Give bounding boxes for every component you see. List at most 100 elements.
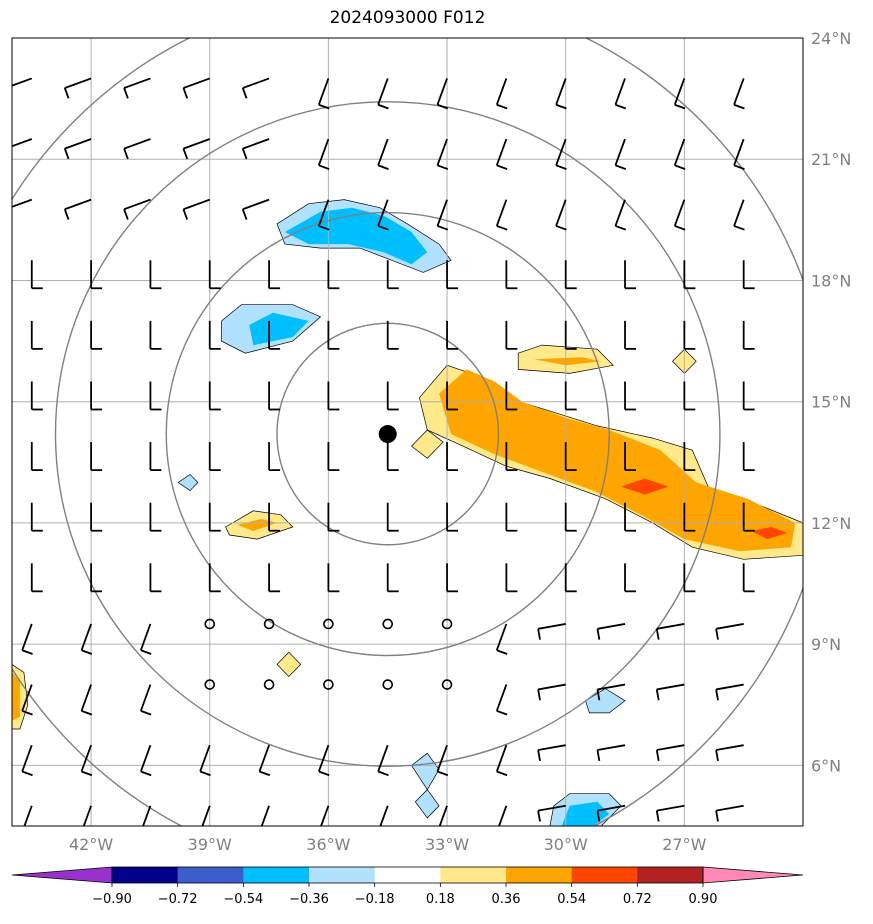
- barb-flag: [674, 103, 686, 110]
- wind-barb: [655, 744, 685, 762]
- wind-barb: [505, 563, 518, 593]
- wind-barb: [537, 623, 566, 640]
- colorbar-segment: [177, 867, 244, 883]
- wind-barb: [436, 744, 449, 777]
- barb-shaft: [673, 199, 686, 227]
- wind-barb: [497, 805, 508, 836]
- wind-barb: [733, 199, 745, 231]
- wind-barb: [80, 744, 93, 777]
- wind-barb: [386, 442, 399, 472]
- wind-barb: [201, 805, 211, 826]
- barb-flag: [22, 832, 32, 836]
- shaded-region: [561, 801, 610, 826]
- wind-barb: [495, 744, 508, 777]
- barb-shaft: [673, 138, 686, 166]
- wind-barb: [624, 502, 637, 532]
- wind-barb: [30, 320, 43, 350]
- barb-flag: [63, 208, 70, 220]
- lat-tick-label: 21°N: [811, 150, 851, 169]
- barb-flag: [123, 208, 129, 220]
- wind-barb: [22, 805, 33, 836]
- barb-flag: [378, 832, 388, 836]
- wind-barb: [90, 442, 103, 472]
- barb-shaft: [597, 623, 626, 630]
- wind-barb: [614, 78, 627, 110]
- barb-shaft: [614, 138, 626, 166]
- barb-flag: [497, 832, 507, 836]
- barb-flag: [377, 164, 389, 170]
- barb-flag: [318, 103, 330, 110]
- barb-flag: [141, 832, 151, 836]
- barb-shaft: [80, 623, 92, 651]
- colorbar-tick-label: 0.72: [623, 892, 652, 907]
- barb-flag: [733, 103, 745, 110]
- wind-barb: [141, 805, 152, 836]
- wind-barb: [564, 381, 577, 411]
- shaded-region: [751, 527, 788, 540]
- colorbar-tick-label: −0.72: [158, 892, 198, 907]
- barb-flag: [377, 225, 389, 231]
- colorbar-segment: [374, 867, 441, 883]
- barb-flag: [140, 649, 152, 655]
- barb-shaft: [436, 744, 448, 772]
- wind-barb: [268, 320, 281, 350]
- wind-barb: [268, 563, 281, 593]
- barb-shaft: [317, 138, 330, 166]
- barb-flag: [377, 770, 389, 777]
- calm-wind-circle: [441, 618, 453, 630]
- wind-barb: [90, 502, 103, 532]
- wind-barb: [386, 381, 399, 411]
- wind-barb: [555, 78, 567, 110]
- barb-shaft: [12, 138, 33, 148]
- barb-flag: [21, 770, 33, 777]
- wind-barb: [555, 138, 567, 170]
- wind-barb: [596, 804, 626, 822]
- colorbar-tick-label: −0.90: [92, 892, 132, 907]
- barb-shaft: [673, 78, 686, 106]
- wind-barb: [683, 260, 696, 290]
- barb-shaft: [733, 199, 745, 227]
- barb-flag: [537, 810, 541, 822]
- barb-flag: [715, 689, 719, 701]
- barb-flag: [596, 810, 601, 822]
- barb-flag: [318, 770, 330, 777]
- wind-barb: [655, 623, 685, 640]
- wind-barb: [683, 442, 696, 472]
- wind-barb: [495, 684, 508, 716]
- colorbar-segment: [440, 867, 507, 883]
- barb-flag: [5, 209, 9, 219]
- barb-flag: [596, 749, 601, 762]
- wind-barbs-layer: [5, 77, 755, 836]
- wind-barb: [268, 381, 281, 411]
- barb-shaft: [537, 744, 566, 751]
- barb-shaft: [715, 744, 744, 751]
- barb-flag: [496, 770, 508, 777]
- calm-wind-circle: [263, 618, 275, 630]
- barb-shaft: [555, 138, 567, 166]
- colorbar-tick-label: −0.36: [289, 892, 329, 907]
- wind-barb: [446, 381, 459, 411]
- wind-barb: [241, 198, 270, 220]
- wind-barb: [21, 744, 33, 777]
- calm-wind-circle: [204, 618, 216, 630]
- wind-barb: [386, 502, 399, 532]
- barb-shaft: [537, 804, 566, 812]
- barb-shaft: [64, 198, 92, 211]
- barb-flag: [81, 649, 93, 655]
- wind-barb: [123, 77, 151, 99]
- barb-shaft: [614, 78, 626, 106]
- wind-barb: [378, 805, 389, 836]
- wind-barb: [596, 744, 626, 762]
- wind-barb: [683, 563, 696, 593]
- barb-flag: [123, 87, 129, 99]
- wind-barb: [12, 138, 33, 148]
- wind-barb: [673, 78, 686, 110]
- wind-barb: [624, 320, 637, 350]
- shaded-region: [439, 369, 796, 552]
- wind-barb: [317, 138, 330, 170]
- wind-barb: [63, 77, 92, 99]
- barb-flag: [140, 770, 152, 777]
- barb-flag: [496, 103, 508, 110]
- wind-barb: [258, 744, 271, 777]
- barb-flag: [182, 87, 189, 99]
